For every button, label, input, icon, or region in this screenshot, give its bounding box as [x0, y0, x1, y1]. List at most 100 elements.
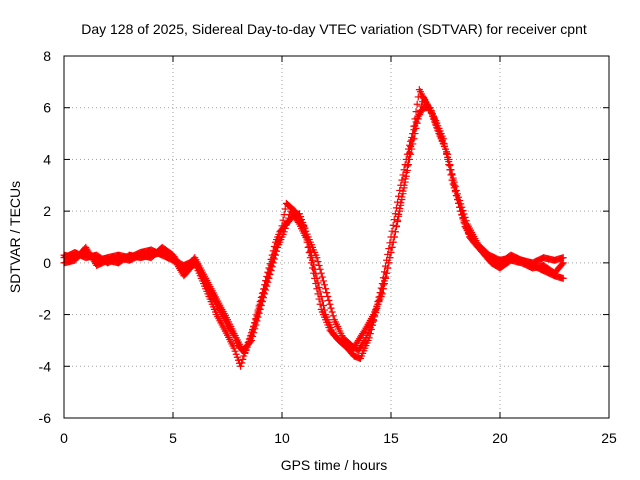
y-tick-label: 6 [43, 100, 51, 116]
data-point [392, 223, 400, 231]
data-point [327, 304, 335, 312]
data-point [394, 217, 402, 225]
data-point [389, 221, 397, 229]
data-point [388, 243, 396, 251]
data-point [365, 334, 373, 342]
data-point [233, 353, 241, 361]
data-point [283, 217, 291, 225]
x-tick-label: 10 [274, 430, 290, 446]
data-point [391, 228, 399, 236]
data-points [60, 86, 567, 370]
data-point [452, 192, 460, 200]
data-point [444, 150, 452, 158]
data-point [316, 288, 324, 296]
data-point [412, 108, 420, 116]
data-point [313, 274, 321, 282]
data-point [267, 267, 275, 275]
data-point [262, 286, 270, 294]
data-point [388, 227, 396, 235]
data-point [314, 258, 322, 266]
data-point [269, 259, 277, 267]
data-point [407, 150, 415, 158]
data-point [314, 279, 322, 287]
data-point [382, 274, 390, 282]
chart-title: Day 128 of 2025, Sidereal Day-to-day VTE… [81, 21, 587, 37]
data-point [317, 269, 325, 277]
data-point [322, 285, 330, 293]
data-point [304, 238, 312, 246]
data-point [410, 135, 418, 143]
y-tick-label: -6 [39, 410, 52, 426]
data-point [329, 312, 337, 320]
data-point [413, 119, 421, 127]
plot-frame [63, 55, 610, 419]
data-point [279, 216, 287, 224]
x-tick-label: 25 [601, 430, 617, 446]
data-point [315, 261, 323, 269]
data-point [559, 259, 567, 267]
data-point [406, 149, 414, 157]
data-point [321, 281, 329, 289]
data-point [285, 214, 293, 222]
data-point [453, 196, 461, 204]
data-point [261, 290, 269, 298]
data-point [392, 204, 400, 212]
data-point [325, 296, 333, 304]
data-point [309, 256, 317, 264]
data-point [323, 289, 331, 297]
data-point [313, 254, 321, 262]
data-point [328, 308, 336, 316]
data-point [230, 344, 238, 352]
data-point [404, 161, 412, 169]
data-point [271, 251, 279, 259]
data-point [305, 243, 313, 251]
data-point [400, 184, 408, 192]
y-tick-label: 0 [43, 255, 51, 271]
data-point [317, 292, 325, 300]
data-point [326, 300, 334, 308]
data-point [406, 141, 414, 149]
data-point [319, 302, 327, 310]
data-point [247, 336, 255, 344]
data-point [458, 211, 466, 219]
data-point [390, 233, 398, 241]
data-point [380, 280, 388, 288]
data-point [385, 245, 393, 253]
data-point [459, 215, 467, 223]
data-point [416, 106, 424, 114]
data-point [386, 239, 394, 247]
data-point [394, 198, 402, 206]
data-point [251, 325, 259, 333]
data-point [254, 313, 262, 321]
data-point [318, 273, 326, 281]
data-point [408, 145, 416, 153]
data-point [413, 100, 421, 108]
data-point [231, 347, 239, 355]
data-point [409, 140, 417, 148]
x-axis-label: GPS time / hours [281, 457, 388, 473]
data-point [321, 306, 329, 314]
data-point [258, 298, 266, 306]
data-point [280, 228, 288, 236]
data-point [255, 309, 263, 317]
data-point [450, 181, 458, 189]
data-point [402, 172, 410, 180]
y-tick-label: 2 [43, 203, 51, 219]
data-point [401, 178, 409, 186]
x-tick-label: 5 [169, 430, 177, 446]
data-point [237, 362, 245, 370]
data-point [315, 283, 323, 291]
data-point [256, 305, 264, 313]
data-point [294, 218, 302, 226]
data-point [249, 333, 257, 341]
data-point [396, 207, 404, 215]
data-point [282, 221, 290, 229]
data-point [250, 329, 258, 337]
data-point [457, 207, 465, 215]
data-point [366, 330, 374, 338]
data-point [398, 196, 406, 204]
data-point [311, 265, 319, 273]
data-point [318, 297, 326, 305]
data-point [558, 260, 566, 268]
y-tick-label: -4 [39, 358, 52, 374]
